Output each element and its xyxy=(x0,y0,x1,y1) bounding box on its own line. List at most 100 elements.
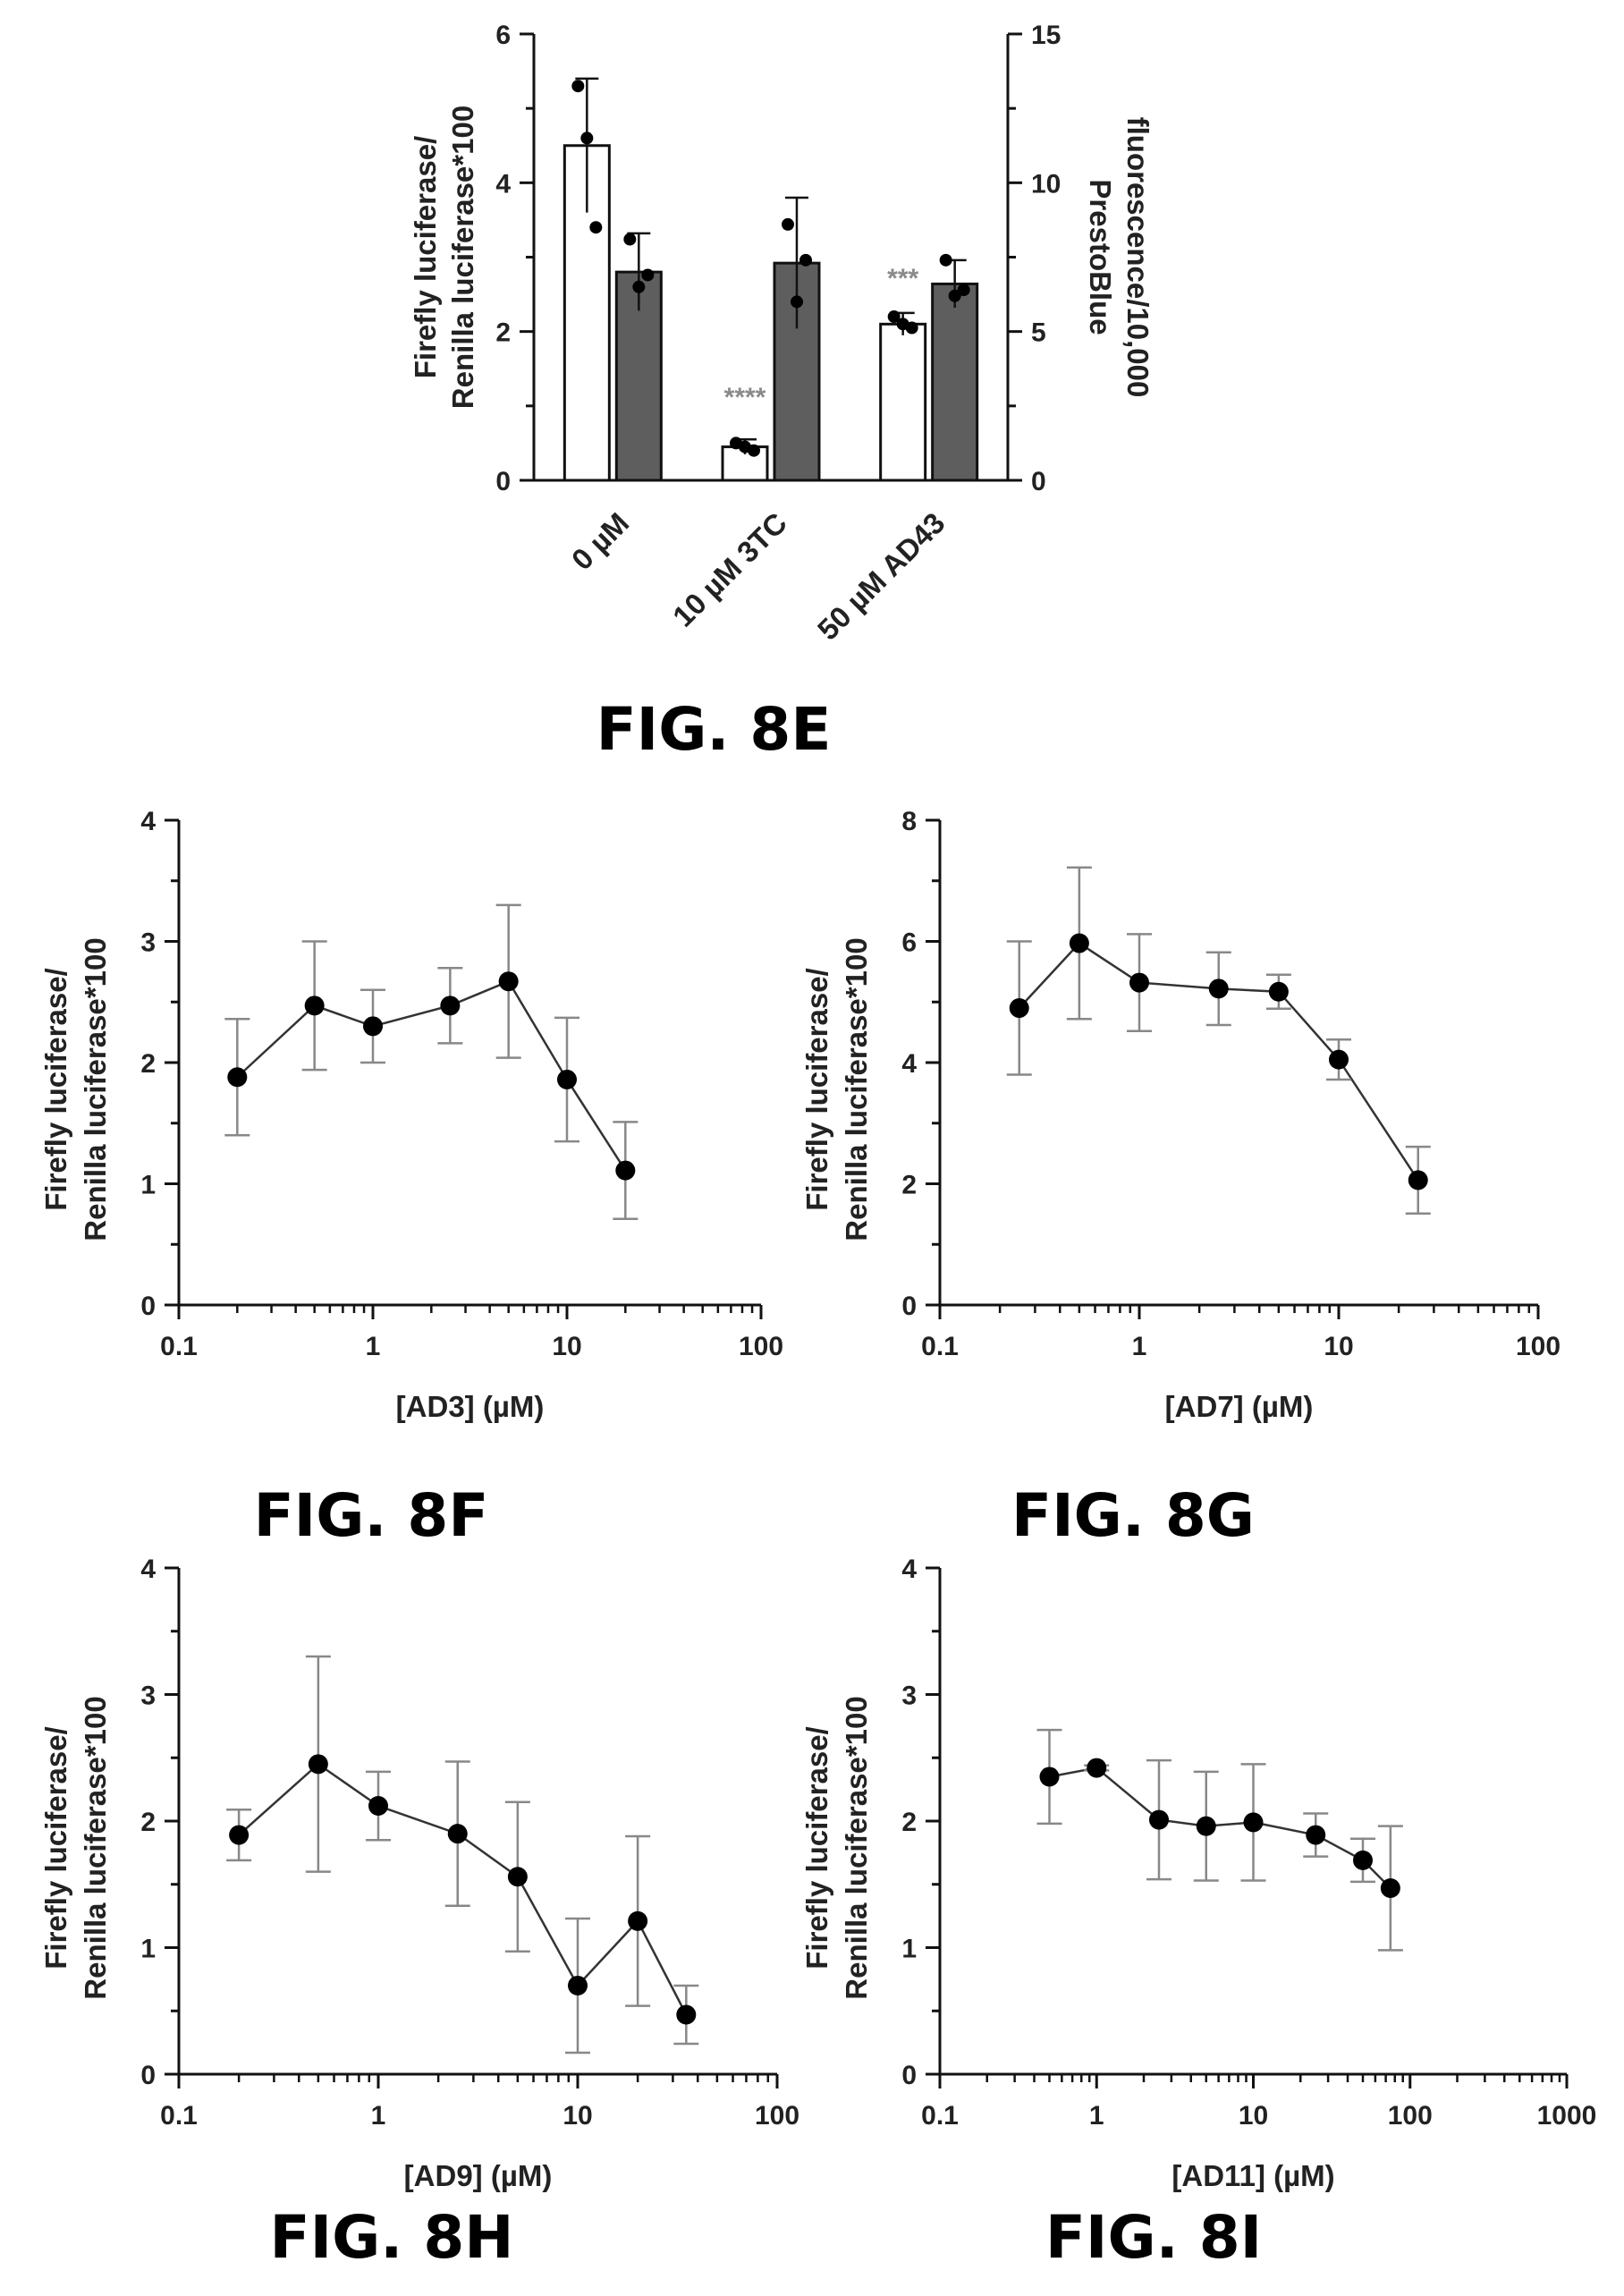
y-tick-label: 0 xyxy=(140,2061,156,2090)
x-tick-label: 0.1 xyxy=(160,2101,198,2131)
chart-8i: 0 1 2 3 4 0.1 1 10 100 1000 [AD11] (µM) Firefly luc… xyxy=(800,1555,1596,2272)
data-point xyxy=(641,268,655,282)
data-point xyxy=(1039,1766,1060,1787)
y-tick-label: 2 xyxy=(140,1049,156,1079)
y-axis-label: Renilla luciferase*100 xyxy=(840,1696,873,1999)
x-tick-label: 1 xyxy=(366,1332,381,1361)
data-point xyxy=(1148,1809,1169,1830)
y-axis-label: Firefly luciferase/ xyxy=(39,968,72,1210)
category-label: 10 µM 3TC xyxy=(666,506,793,633)
y-tick-label: 3 xyxy=(140,928,156,958)
data-point xyxy=(571,80,585,93)
data-point xyxy=(948,289,961,302)
data-point xyxy=(368,1796,388,1817)
y-axis-label: Renilla luciferase*100 xyxy=(79,937,112,1241)
data-point xyxy=(363,1016,383,1037)
x-axis-label: [AD9] (µM) xyxy=(404,2159,553,2192)
figure-caption: FIG. 8E xyxy=(596,695,832,764)
x-tick-label: 0.1 xyxy=(921,2101,959,2131)
y-tick-label: 1 xyxy=(901,1935,917,1964)
y-tick-label: 3 xyxy=(901,1682,917,1711)
y-tick-label: 1 xyxy=(140,1935,156,1964)
data-point xyxy=(1306,1825,1326,1845)
x-tick-label: 1 xyxy=(1089,2101,1104,2131)
bar-left-series xyxy=(879,322,927,482)
bar-right-series xyxy=(931,282,979,482)
data-point xyxy=(568,1975,588,1995)
x-tick-label: 100 xyxy=(1388,2101,1433,2131)
chart-8f: 0 1 2 3 4 0.1 1 10 100 [AD3] (µM) Firefly lucifera… xyxy=(39,807,783,1550)
data-point xyxy=(623,233,637,246)
x-axis-label: [AD7] (µM) xyxy=(1165,1390,1314,1423)
data-point xyxy=(507,1867,528,1887)
data-point xyxy=(628,1911,648,1931)
y-tick-label: 0 xyxy=(140,1292,156,1321)
data-point xyxy=(1329,1049,1349,1070)
right-y-tick-label: 10 xyxy=(1031,169,1061,199)
x-tick-label: 100 xyxy=(755,2101,799,2131)
left-y-tick-label: 6 xyxy=(495,21,511,50)
y-axis-label: Renilla luciferase*100 xyxy=(79,1696,112,1999)
data-point xyxy=(1352,1850,1373,1870)
data-point xyxy=(1069,933,1089,953)
y-tick-label: 3 xyxy=(140,1682,156,1711)
data-point xyxy=(1129,972,1149,993)
y-axis-label: Firefly luciferase/ xyxy=(39,1726,72,1969)
y-tick-label: 4 xyxy=(901,1555,917,1584)
y-tick-label: 0 xyxy=(901,1292,917,1321)
data-point xyxy=(447,1824,468,1844)
figure-caption: FIG. 8I xyxy=(1045,2203,1262,2272)
data-point xyxy=(887,310,901,324)
x-axis-label: [AD11] (µM) xyxy=(1171,2159,1334,2192)
y-tick-label: 1 xyxy=(140,1171,156,1200)
x-axis-label: [AD3] (µM) xyxy=(396,1390,545,1423)
data-point xyxy=(229,1825,250,1845)
y-tick-label: 4 xyxy=(901,1049,917,1079)
y-tick-label: 2 xyxy=(901,1171,917,1200)
data-point xyxy=(1380,1877,1400,1898)
data-point xyxy=(1196,1816,1216,1836)
data-point xyxy=(440,995,461,1016)
y-tick-label: 4 xyxy=(140,807,156,836)
data-point xyxy=(1087,1758,1107,1778)
x-tick-label: 1000 xyxy=(1537,2101,1597,2131)
figure-caption: FIG. 8F xyxy=(254,1481,489,1550)
left-y-axis-label: Firefly luciferase/ xyxy=(409,136,442,378)
figure-caption: FIG. 8G xyxy=(1011,1481,1255,1550)
category-label: 0 µM xyxy=(565,506,636,577)
data-point xyxy=(1243,1812,1264,1833)
data-point xyxy=(939,253,952,267)
data-point xyxy=(557,1069,577,1089)
data-point xyxy=(748,444,760,457)
data-point xyxy=(782,217,794,231)
data-point xyxy=(799,253,812,267)
data-point xyxy=(1208,979,1229,999)
x-tick-label: 10 xyxy=(552,1332,581,1361)
left-y-axis-label: Renilla luciferase*100 xyxy=(446,106,479,409)
right-y-tick-label: 15 xyxy=(1031,21,1061,50)
series-line xyxy=(1049,1766,1391,1889)
data-point xyxy=(615,1160,636,1181)
y-tick-label: 0 xyxy=(901,2061,917,2090)
y-tick-label: 6 xyxy=(901,928,917,958)
x-tick-label: 10 xyxy=(1239,2101,1268,2131)
y-tick-label: 4 xyxy=(140,1555,156,1584)
y-tick-label: 2 xyxy=(901,1808,917,1837)
left-y-tick-label: 4 xyxy=(495,169,511,199)
left-y-tick-label: 2 xyxy=(495,318,511,348)
x-tick-label: 1 xyxy=(1132,1332,1147,1361)
data-point xyxy=(304,995,325,1016)
data-point xyxy=(957,284,970,297)
series-line xyxy=(238,1762,688,2016)
left-y-tick-label: 0 xyxy=(495,467,511,496)
chart-8h: 0 1 2 3 4 0.1 1 10 100 [AD9] (µM) Firefly lucifera… xyxy=(39,1555,799,2272)
right-y-axis-label: fluorescence/10,000 xyxy=(1121,117,1155,398)
x-tick-label: 1 xyxy=(371,2101,386,2131)
data-point xyxy=(580,131,594,145)
data-point xyxy=(498,971,519,992)
x-tick-label: 0.1 xyxy=(921,1332,959,1361)
figure-caption: FIG. 8H xyxy=(269,2203,513,2272)
x-tick-label: 10 xyxy=(562,2101,592,2131)
